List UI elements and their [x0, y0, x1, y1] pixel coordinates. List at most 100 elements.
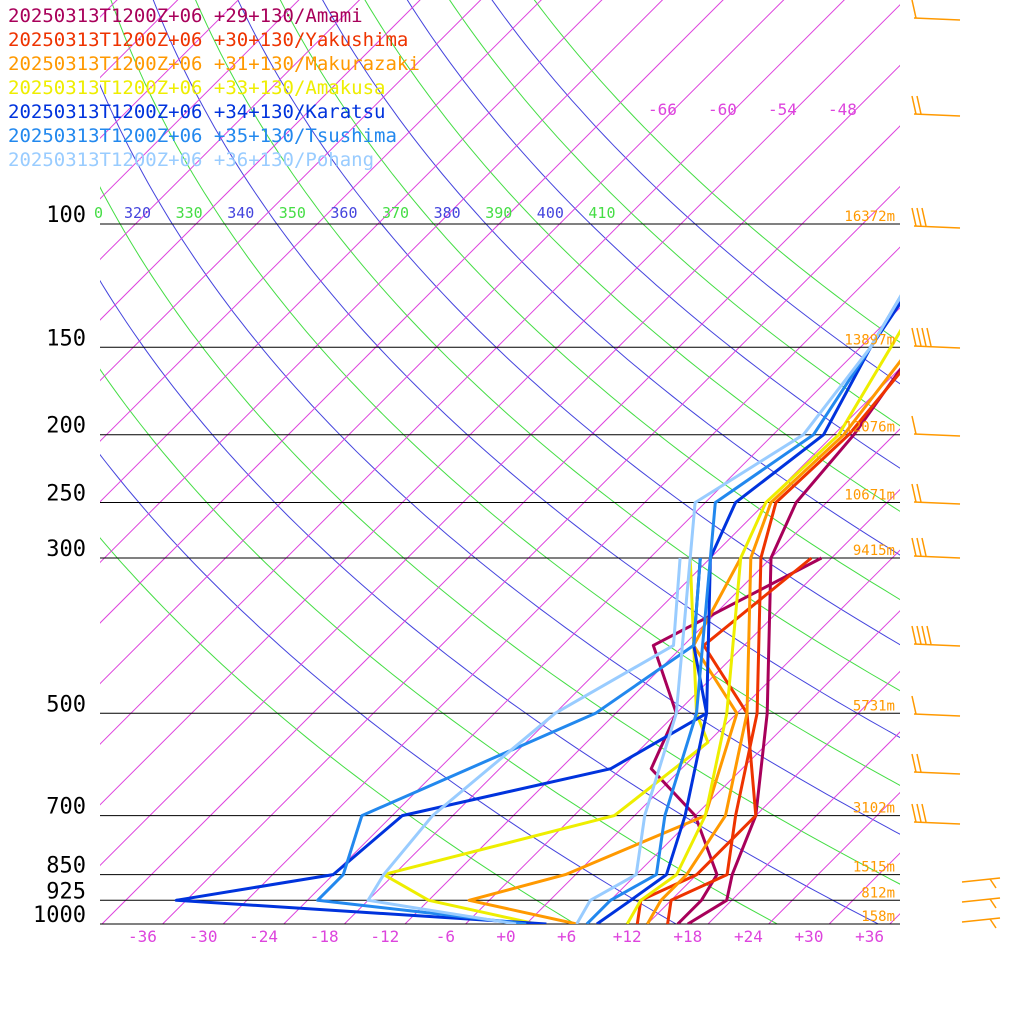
- dry-adiabat: [100, 368, 778, 924]
- legend-entry: 20250313T1200Z+06 +33+130/Amakusa: [8, 77, 386, 99]
- pressure-label: 1000: [33, 903, 86, 928]
- wind-barb-flag: [921, 625, 927, 645]
- wind-barb: [961, 877, 1001, 883]
- legend-entry: 20250313T1200Z+06 +34+130/Karatsu: [8, 101, 386, 123]
- height-label: 9415m: [853, 543, 895, 559]
- isotherm: [101, 125, 900, 924]
- legend-entry: 20250313T1200Z+06 +30+130/Yakushima: [8, 29, 409, 51]
- dry-adiabat: [152, 0, 900, 739]
- legend-entry: 20250313T1200Z+06 +31+130/Makurazaki: [8, 53, 420, 75]
- wind-barb-flag: [921, 803, 927, 823]
- wind-barb-flag: [989, 898, 997, 909]
- dry-adiabat: [100, 83, 900, 835]
- isotherm: [647, 670, 900, 924]
- legend-entry: 20250313T1200Z+06 +35+130/Tsushima: [8, 125, 397, 147]
- dewpoint-line: [366, 557, 682, 924]
- temperature-tick-label: -36: [128, 927, 157, 946]
- temperature-tick-label: +24: [734, 927, 763, 946]
- theta-label: 370: [382, 204, 409, 222]
- wind-barb-flag: [911, 483, 917, 503]
- wind-barb-flag: [911, 625, 917, 645]
- isotherm: [100, 0, 785, 685]
- wind-barb-flag: [926, 327, 932, 347]
- wind-barb-flag: [916, 483, 922, 503]
- temperature-tick-label: +30: [795, 927, 824, 946]
- theta-label: 330: [176, 204, 203, 222]
- legend-entry: 20250313T1200Z+06 +36+130/Pohang: [8, 149, 375, 171]
- isotherm: [100, 0, 482, 382]
- isotherm: [828, 852, 900, 924]
- height-label: 12076m: [844, 420, 895, 436]
- isotherm: [100, 0, 724, 624]
- dry-adiabat: [237, 0, 900, 646]
- temperature-tick-label: -24: [249, 927, 278, 946]
- isotherm: [950, 0, 1024, 924]
- isotherm: [465, 488, 900, 924]
- wind-barb-flag: [911, 537, 917, 557]
- temperature-tick-label: +6: [557, 927, 576, 946]
- theta-label: 340: [227, 204, 254, 222]
- wind-barb: [913, 771, 961, 775]
- dry-adiabat: [110, 0, 900, 786]
- isotherm: [586, 610, 900, 924]
- temperature-line: [625, 328, 900, 924]
- isotherm: [100, 0, 421, 321]
- wind-barb: [913, 713, 961, 717]
- isotherm: [100, 0, 542, 442]
- isotherm: [100, 0, 845, 745]
- wind-barb: [913, 17, 961, 21]
- isotherm: [100, 0, 239, 139]
- wind-barb: [913, 821, 961, 825]
- dry-adiabat: [322, 0, 900, 556]
- pressure-label: 500: [46, 692, 86, 717]
- wind-barb-flag: [911, 95, 917, 115]
- temperature-tick-label: +0: [496, 927, 515, 946]
- wind-barb: [913, 501, 961, 505]
- dry-adiabat: [100, 453, 677, 924]
- height-label: 13897m: [844, 332, 895, 348]
- legend-entry: 20250313T1200Z+06 +29+130/Amami: [8, 5, 363, 27]
- wind-barb: [913, 225, 961, 229]
- isotherm: [100, 4, 900, 806]
- chart-plot: [174, 294, 900, 924]
- pressure-label: 700: [46, 795, 86, 820]
- theta-label: 400: [537, 204, 564, 222]
- theta-label: 380: [434, 204, 461, 222]
- dry-adiabat: [279, 0, 900, 601]
- chart-grid: [100, 0, 1024, 925]
- temperature-line: [575, 294, 900, 924]
- temperature-line: [646, 359, 900, 924]
- temperature-tick-label: -12: [370, 927, 399, 946]
- pressure-label: 250: [46, 482, 86, 507]
- isotherm-label: -66: [648, 100, 677, 119]
- legend: 20250313T1200Z+06 +29+130/Amami 20250313T…: [8, 4, 420, 172]
- temperature-line: [687, 367, 900, 924]
- dry-adiabat: [100, 537, 576, 924]
- wind-barb-flag: [916, 327, 922, 347]
- isotherm: [344, 367, 900, 924]
- wind-barb: [913, 555, 961, 559]
- dry-adiabat: [449, 0, 900, 427]
- height-label: 1515m: [853, 860, 895, 876]
- wind-barb-flag: [911, 415, 917, 435]
- wind-barb-flag: [921, 327, 927, 347]
- isotherm: [100, 0, 361, 261]
- wind-barb-flag: [911, 753, 917, 773]
- dry-adiabat: [100, 186, 900, 885]
- theta-label: 350: [279, 204, 306, 222]
- dry-adiabat: [406, 0, 900, 469]
- pressure-label: 150: [46, 326, 86, 351]
- wind-barb-flag: [916, 625, 922, 645]
- height-label: 16372m: [844, 209, 895, 225]
- height-label: 5731m: [853, 698, 895, 714]
- wind-barb-flag: [916, 207, 922, 227]
- isotherm: [100, 0, 603, 503]
- dry-adiabat: [195, 0, 900, 692]
- isotherm: [162, 185, 900, 924]
- temperature-tick-label: +36: [855, 927, 884, 946]
- wind-barb-flag: [916, 95, 922, 115]
- isotherm: [525, 549, 900, 924]
- isotherm-label: -60: [708, 100, 737, 119]
- dewpoint-line: [316, 557, 702, 924]
